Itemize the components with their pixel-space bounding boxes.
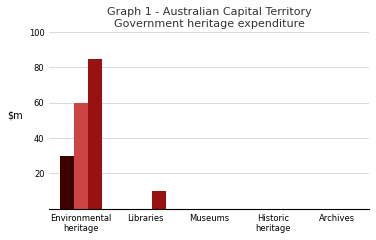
Bar	[74, 103, 88, 209]
Bar	[88, 59, 102, 209]
Bar	[60, 156, 74, 209]
Y-axis label: $m: $m	[7, 110, 23, 120]
Bar	[152, 191, 166, 209]
Title: Graph 1 - Australian Capital Territory
Government heritage expenditure: Graph 1 - Australian Capital Territory G…	[107, 7, 312, 29]
